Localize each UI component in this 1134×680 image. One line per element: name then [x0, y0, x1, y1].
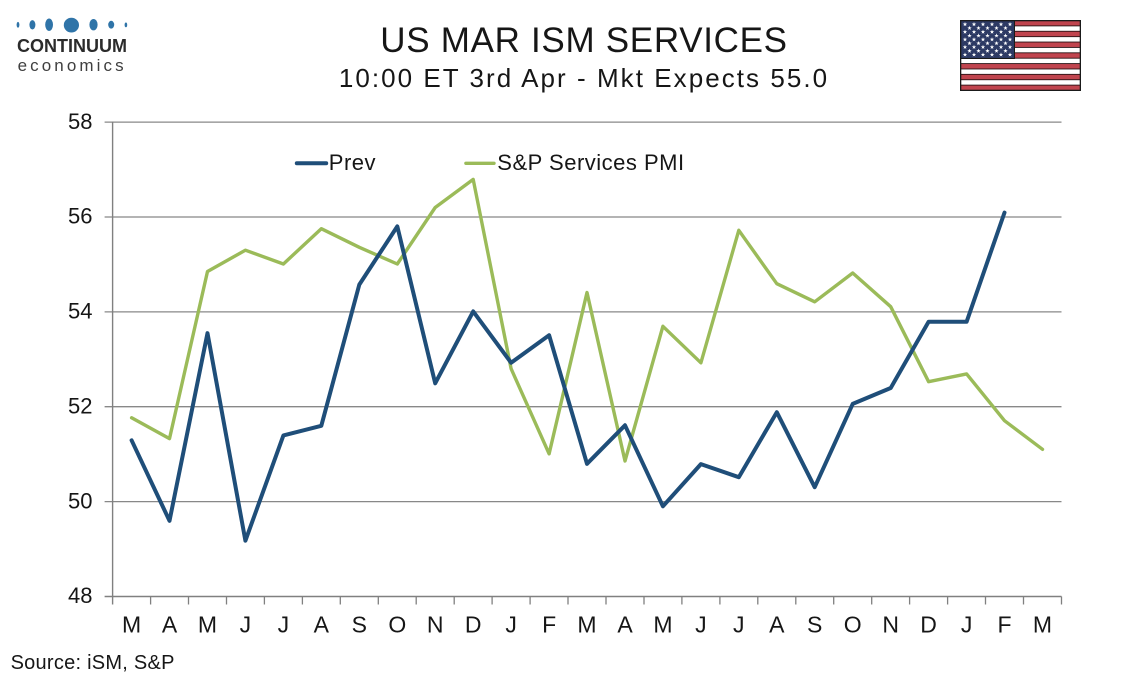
svg-text:D: D: [920, 611, 937, 637]
svg-text:S&P Services PMI: S&P Services PMI: [497, 150, 684, 175]
svg-text:O: O: [388, 611, 406, 637]
svg-text:J: J: [695, 611, 707, 637]
svg-text:54: 54: [68, 299, 92, 324]
svg-text:56: 56: [68, 204, 92, 229]
svg-text:A: A: [617, 611, 633, 637]
svg-text:M: M: [653, 611, 672, 637]
svg-text:J: J: [278, 611, 290, 637]
svg-text:48: 48: [68, 583, 92, 608]
svg-text:52: 52: [68, 393, 92, 418]
svg-text:J: J: [505, 611, 517, 637]
svg-text:S: S: [807, 611, 822, 637]
svg-text:A: A: [314, 611, 330, 637]
svg-text:O: O: [844, 611, 862, 637]
svg-text:J: J: [961, 611, 973, 637]
svg-text:A: A: [162, 611, 178, 637]
svg-text:N: N: [882, 611, 899, 637]
svg-text:S: S: [352, 611, 367, 637]
svg-text:D: D: [465, 611, 482, 637]
svg-text:M: M: [577, 611, 596, 637]
svg-text:A: A: [769, 611, 785, 637]
svg-text:J: J: [733, 611, 745, 637]
svg-text:M: M: [198, 611, 217, 637]
svg-text:N: N: [427, 611, 444, 637]
svg-text:50: 50: [68, 488, 92, 513]
svg-text:J: J: [240, 611, 252, 637]
svg-text:M: M: [1033, 611, 1052, 637]
svg-text:58: 58: [68, 109, 92, 134]
svg-text:Prev: Prev: [329, 150, 376, 175]
svg-text:F: F: [542, 611, 556, 637]
svg-text:M: M: [122, 611, 141, 637]
svg-text:F: F: [997, 611, 1011, 637]
